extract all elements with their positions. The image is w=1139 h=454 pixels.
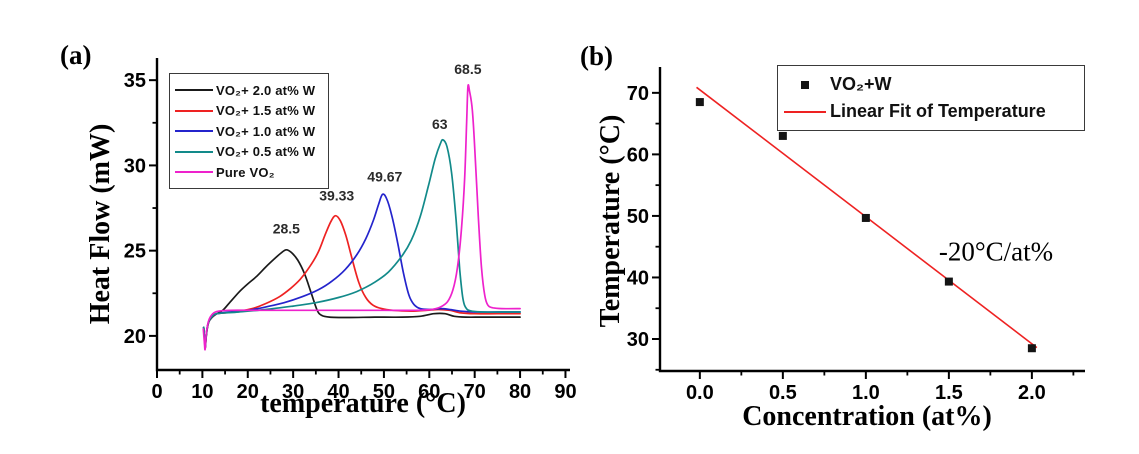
legend-item: VO₂+ 2.0 at% W [172, 83, 326, 98]
x-tick-label: 60 [418, 381, 440, 403]
peak-label-3: 63 [432, 116, 448, 132]
dsc-curve-2 [202, 193, 521, 348]
peak-label-1: 39.33 [319, 187, 354, 203]
y-tick-label: 40 [627, 267, 649, 289]
x-tick-label: 1.5 [935, 382, 963, 404]
x-tick-label: 40 [327, 381, 349, 403]
scatter-point [944, 277, 953, 286]
panel-b-x-axis-title: Concentration (at%) [742, 401, 992, 432]
legend-marker [784, 110, 826, 113]
dsc-curve-0 [202, 248, 521, 350]
legend-label: VO₂+ 1.0 at% W [216, 123, 316, 139]
x-tick-label: 1.0 [852, 382, 880, 404]
panel-b-y-axis-title: Temperature (°C) [595, 114, 626, 328]
x-tick-label: 0.0 [686, 382, 714, 404]
panel-b-axes [658, 67, 1085, 373]
legend-item: Linear Fit of Temperature [780, 101, 1082, 122]
slope-annotation: -20°C/at% [938, 236, 1054, 267]
legend-label: Linear Fit of Temperature [830, 101, 1046, 121]
peak-label-0: 28.5 [273, 221, 300, 237]
legend-marker [175, 171, 213, 173]
panel-a-label: (a) [60, 40, 92, 70]
panel-a-x-axis-title: temperature (°C) [260, 388, 466, 419]
legend-item: Pure VO₂ [172, 165, 326, 180]
x-tick-label: 10 [191, 381, 213, 403]
legend-line-swatch [172, 150, 216, 153]
y-tick-label: 30 [627, 329, 649, 351]
legend-line-swatch [172, 130, 216, 132]
legend-square-marker [780, 80, 830, 89]
x-tick-label: 80 [509, 381, 531, 403]
legend-item: VO₂+ 1.5 at% W [172, 103, 326, 118]
legend-marker [175, 109, 213, 112]
legend-item: VO₂+ 1.0 at% W [172, 124, 326, 139]
x-tick-label: 2.0 [1018, 382, 1046, 404]
y-tick-label: 30 [124, 155, 146, 177]
x-tick-label: 0.5 [769, 382, 797, 404]
y-tick-label: 50 [627, 206, 649, 228]
dsc-curve-4 [202, 83, 521, 351]
legend-marker [801, 80, 809, 89]
y-tick-label: 35 [124, 70, 146, 92]
legend-line-swatch [172, 171, 216, 173]
peak-label-2: 49.67 [367, 169, 402, 185]
x-tick-label: 90 [554, 381, 576, 403]
y-tick-label: 20 [124, 326, 146, 348]
y-tick-label: 70 [627, 83, 649, 105]
x-tick-label: 30 [282, 381, 304, 403]
x-tick-label: 50 [373, 381, 395, 403]
legend-item: VO₂+W [780, 74, 1082, 95]
x-tick-label: 0 [151, 381, 162, 403]
scatter-point [861, 213, 870, 222]
peak-label-4: 68.5 [454, 61, 481, 77]
legend-line-swatch [172, 109, 216, 112]
y-tick-label: 25 [124, 241, 146, 263]
scatter-point [1027, 344, 1036, 353]
legend-item: VO₂+ 0.5 at% W [172, 144, 326, 159]
panel-a-legend: VO₂+ 2.0 at% W VO₂+ 1.5 at% W VO₂+ 1.0 at%… [169, 73, 329, 189]
panel-b-legend: VO₂+W Linear Fit of Temperature [777, 65, 1085, 131]
dsc-curve-3 [202, 138, 521, 348]
legend-label: VO₂+W [830, 74, 892, 94]
legend-marker [175, 150, 213, 153]
x-tick-label: 20 [237, 381, 259, 403]
scatter-point [695, 98, 704, 107]
legend-line-swatch [780, 110, 830, 113]
legend-marker [175, 89, 213, 91]
legend-label: Pure VO₂ [216, 164, 275, 180]
legend-marker [175, 130, 213, 132]
x-tick-label: 70 [464, 381, 486, 403]
scatter-point [778, 131, 787, 140]
panel-a-y-axis-title: Heat Flow (mW) [85, 123, 116, 325]
legend-label: VO₂+ 0.5 at% W [216, 144, 316, 159]
legend-line-swatch [172, 89, 216, 91]
legend-label: VO₂+ 1.5 at% W [216, 103, 316, 118]
panel-b-label: (b) [580, 41, 613, 71]
legend-label: VO₂+ 2.0 at% W [216, 82, 316, 98]
y-tick-label: 60 [627, 144, 649, 166]
